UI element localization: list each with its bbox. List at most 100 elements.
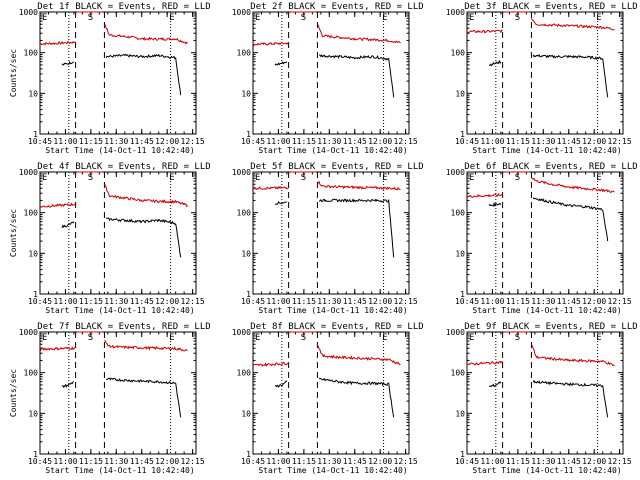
x-tick-label: 12:15 [608,137,632,146]
y-tick-label: 10 [241,89,251,98]
y-tick-label: 1 [460,130,465,139]
events-series-line [61,60,75,66]
lld-series-line [466,360,503,366]
x-tick-label: 11:45 [343,297,367,306]
x-tick-label: 11:30 [104,137,128,146]
events-series-line [532,197,609,242]
x-tick-label: 12:15 [181,137,205,146]
x-axis-label: Start Time (14-Oct-11 10:42:40) [45,146,194,155]
x-tick-label: 11:00 [266,297,290,306]
x-tick-label: 11:45 [557,297,581,306]
y-tick-label: 1000 [232,328,251,337]
x-tick-label: 12:00 [582,457,606,466]
lld-series-line [252,361,290,367]
panel-title: Det 1f BLACK = Events, RED = LLD [37,2,210,12]
x-axis-label: Start Time (14-Oct-11 10:42:40) [258,306,407,315]
x-tick-label: 10:45 [455,457,479,466]
detector-panel: Det 8f BLACK = Events, RED = LLD 1 10 100 10… [232,322,424,475]
x-tick-label: 12:15 [608,297,632,306]
events-series-line [105,53,182,96]
marker-label: S [88,173,93,183]
y-tick-label: 10 [28,89,38,98]
x-tick-label: 11:45 [557,457,581,466]
x-tick-label: 11:00 [480,137,504,146]
y-tick-label: 1000 [19,8,38,17]
y-tick-label: 10 [28,249,38,258]
x-tick-label: 10:45 [455,297,479,306]
marker-label: E [596,333,601,343]
x-tick-label: 11:15 [292,137,316,146]
x-tick-label: 11:00 [480,297,504,306]
lld-series-line [252,185,290,191]
marker-label: E [596,13,601,23]
plot-frame [39,11,197,135]
marker-label: E [42,13,47,23]
marker-label: S [515,333,520,343]
lld-series-line [466,29,503,34]
x-tick-label: 10:45 [28,297,52,306]
marker-label: E [255,333,260,343]
x-tick-label: 11:00 [266,457,290,466]
x-axis-label: Start Time (14-Oct-11 10:42:40) [258,146,407,155]
y-tick-label: 1000 [446,168,465,177]
x-axis-label: Start Time (14-Oct-11 10:42:40) [472,466,621,475]
detector-panel: Det 1f BLACK = Events, RED = LLD 1 10 100 10… [9,2,211,155]
x-tick-label: 12:00 [155,137,179,146]
detector-panel: Det 3f BLACK = Events, RED = LLD 1 10 100 10… [446,2,638,155]
detector-panel: Det 7f BLACK = Events, RED = LLD 1 10 100 10… [9,322,211,475]
x-tick-label: 12:00 [582,297,606,306]
x-tick-label: 11:00 [53,297,77,306]
x-tick-label: 12:15 [181,297,205,306]
x-axis-label: Start Time (14-Oct-11 10:42:40) [45,466,194,475]
y-tick-label: 10 [241,249,251,258]
y-tick-label: 100 [451,369,466,378]
x-tick-label: 11:30 [531,457,555,466]
x-tick-label: 10:45 [28,137,52,146]
y-tick-label: 1 [33,450,38,459]
x-tick-label: 11:15 [79,137,103,146]
lld-series-line [39,202,76,208]
x-axis-label: Start Time (14-Oct-11 10:42:40) [45,306,194,315]
y-tick-label: 1 [460,290,465,299]
plot-frame [39,171,197,295]
marker-label: E [255,173,260,183]
x-tick-label: 11:45 [557,137,581,146]
y-tick-label: 100 [237,209,252,218]
x-tick-label: 11:15 [506,137,530,146]
events-series-line [318,54,395,98]
lld-series-line [104,24,188,45]
x-tick-label: 12:00 [368,137,392,146]
plot-frame [252,331,410,455]
y-tick-label: 100 [451,49,466,58]
marker-label: E [382,13,387,23]
x-tick-label: 11:30 [317,457,341,466]
y-tick-label: 1000 [232,168,251,177]
detector-panel: Det 9f BLACK = Events, RED = LLD 1 10 100 10… [446,322,638,475]
marker-label: E [169,333,174,343]
panel-title: Det 3f BLACK = Events, RED = LLD [464,2,637,12]
lld-series-line [530,16,615,31]
events-series-line [61,221,75,229]
x-tick-label: 12:00 [155,297,179,306]
x-tick-label: 12:15 [394,137,418,146]
lld-series-line [252,41,289,47]
marker-label: E [169,173,174,183]
marker-label: E [469,13,474,23]
plot-frame [466,331,624,455]
marker-label: S [88,13,93,23]
x-tick-label: 11:15 [79,457,103,466]
x-tick-label: 11:45 [130,457,154,466]
marker-label: S [301,333,306,343]
y-tick-label: 1000 [19,168,38,177]
x-tick-label: 11:00 [480,457,504,466]
events-series-line [318,198,395,258]
detector-panel: Det 5f BLACK = Events, RED = LLD 1 10 100 10… [232,162,424,315]
y-tick-label: 10 [455,89,465,98]
y-axis-label: Counts/sec [9,49,18,97]
y-axis-label: Counts/sec [9,209,18,257]
plot-frame [466,171,624,295]
y-tick-label: 10 [28,409,38,418]
x-tick-label: 12:15 [394,457,418,466]
x-tick-label: 12:15 [608,457,632,466]
